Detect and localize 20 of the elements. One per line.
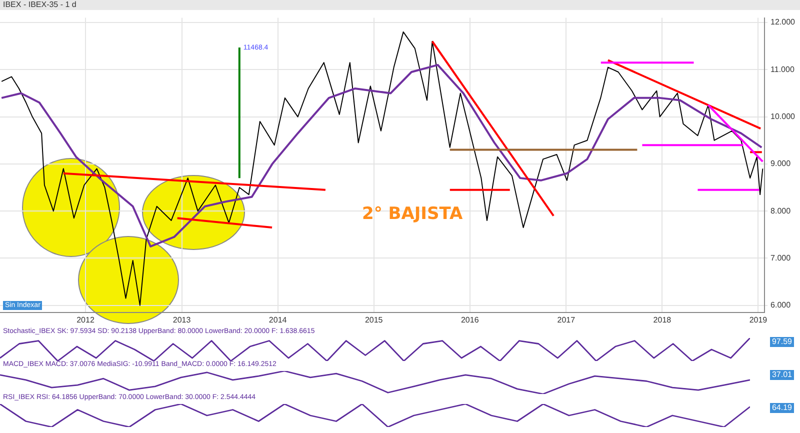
- y-tick-label: 9.000: [770, 159, 792, 168]
- text: 37.01: [770, 370, 794, 380]
- x-tick-label: 2016: [460, 315, 480, 324]
- x-tick-label: 2018: [653, 315, 672, 324]
- y-tick-label: 7.000: [770, 253, 792, 262]
- y-tick-label: 10.000: [770, 112, 796, 121]
- x-tick-label: 2012: [76, 315, 95, 324]
- y-tick-label: 6.000: [770, 300, 792, 310]
- annotation: 2° BAJISTA: [362, 204, 463, 224]
- y-tick-label: 12.000: [770, 18, 796, 27]
- y-tick-label: 11.000: [770, 64, 795, 74]
- x-tick-label: 2015: [364, 315, 384, 324]
- x-tick-label: 2014: [268, 315, 288, 324]
- chart-title: IBEX - IBEX-35 - 1 d: [0, 0, 800, 10]
- x-tick-label: 2017: [557, 315, 576, 324]
- text: 97.59: [770, 337, 794, 347]
- text: 64.19: [770, 403, 794, 413]
- x-tick-label: 2019: [749, 315, 768, 324]
- y-tick-label: 8.000: [770, 206, 792, 216]
- x-tick-label: 2013: [172, 315, 192, 324]
